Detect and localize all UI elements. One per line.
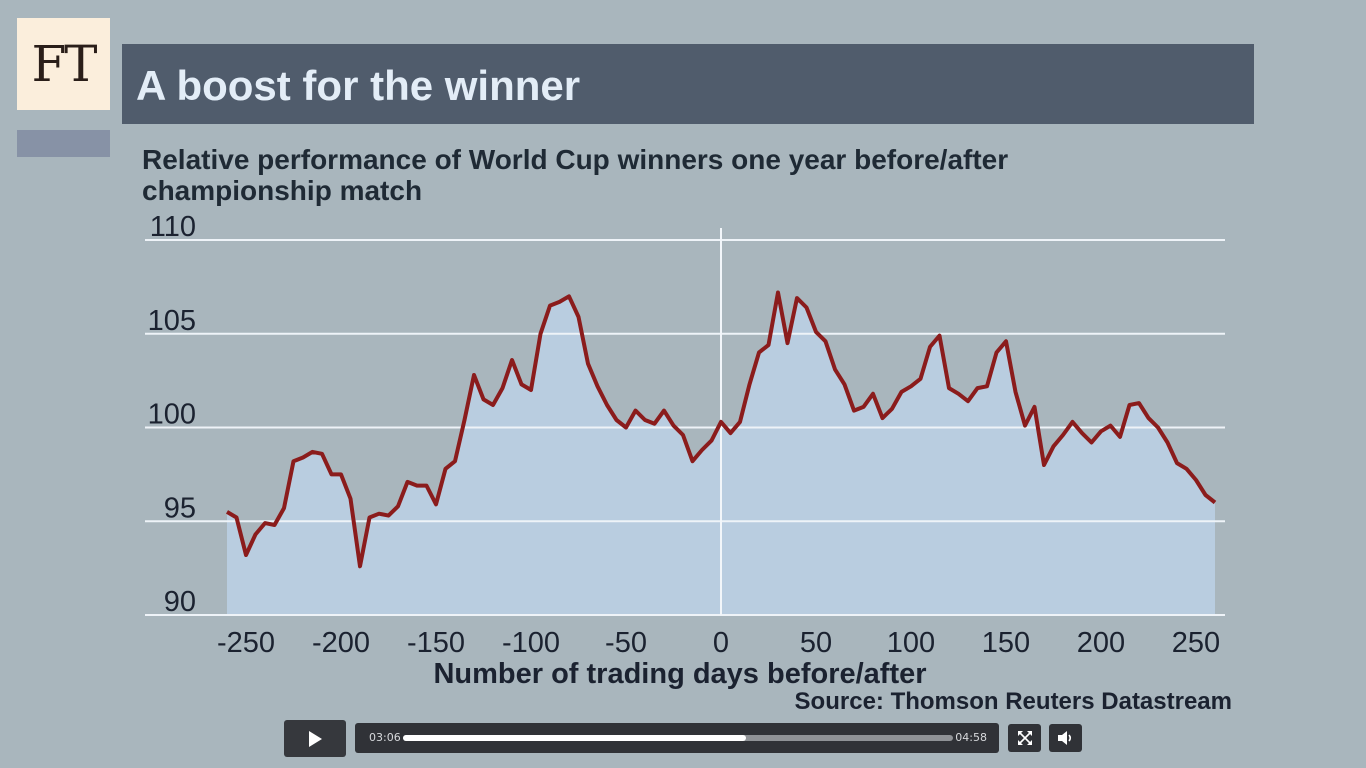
current-time: 03:06 [369,731,401,744]
y-tick-label: 110 [150,211,196,243]
chart-source: Source: Thomson Reuters Datastream [794,688,1232,715]
series-line [225,290,1217,569]
duration-time: 04:58 [955,731,987,744]
x-tick-label: 250 [1172,627,1220,659]
volume-button[interactable] [1049,724,1082,752]
chart-title: A boost for the winner [136,62,581,109]
x-tick-label: 150 [982,627,1030,659]
volume-icon [1057,731,1071,745]
x-tick-label: 100 [887,627,935,659]
ft-logo: FT [17,18,110,110]
brand-accent-bar [17,130,110,157]
y-tick-label: 105 [148,305,196,337]
x-tick-label: -100 [502,627,560,659]
chart-subtitle: Relative performance of World Cup winner… [142,144,1009,206]
seek-track[interactable] [403,735,953,741]
y-tick-label: 95 [164,492,196,524]
y-tick-label: 100 [148,399,196,431]
x-tick-label: -150 [407,627,465,659]
x-tick-label: 50 [800,627,832,659]
play-button[interactable] [284,720,346,757]
title-band [122,44,1254,124]
fullscreen-icon [1017,731,1032,745]
x-axis-label: Number of trading days before/after [433,658,926,690]
x-tick-label: 200 [1077,627,1125,659]
x-tick-label: 0 [713,627,729,659]
x-tick-label: -200 [312,627,370,659]
progress-bar[interactable]: 03:06 04:58 [355,723,999,753]
x-tick-label: -250 [217,627,275,659]
fullscreen-button[interactable] [1008,724,1041,752]
x-tick-label: -50 [605,627,647,659]
play-icon [309,730,322,747]
y-tick-label: 90 [164,586,196,618]
seek-fill [403,735,747,741]
